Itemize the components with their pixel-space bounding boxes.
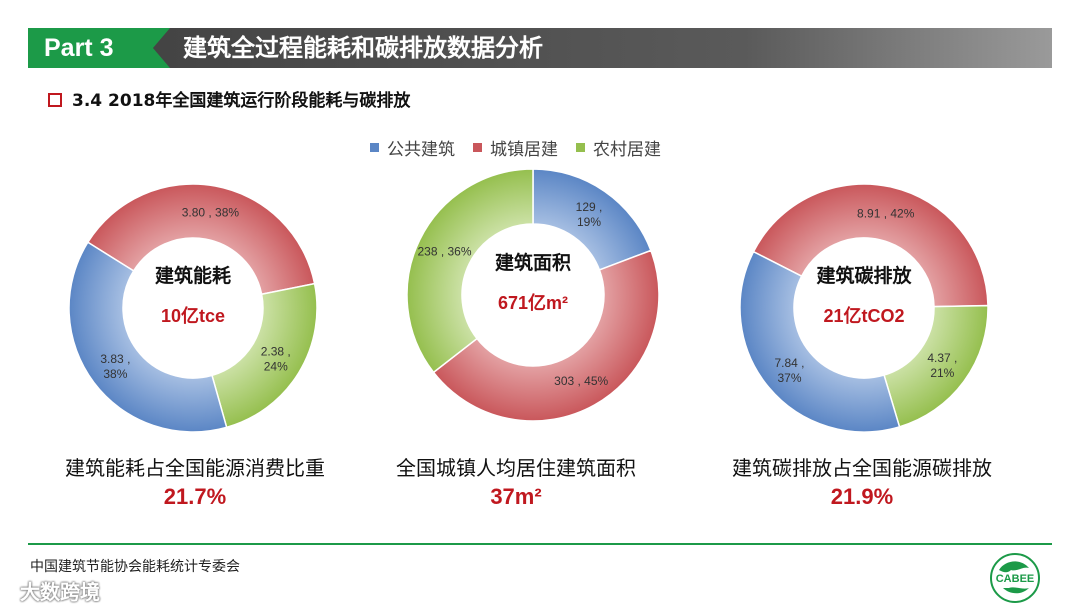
section-title: 3.4 2018年全国建筑运行阶段能耗与碳排放 (72, 91, 411, 111)
caption-value-area: 37m² (490, 484, 542, 509)
footer-divider (28, 543, 1052, 545)
footer-organization: 中国建筑节能协会能耗统计专委会 (30, 559, 240, 575)
chart-legend: 公共建筑 城镇居建 农村居建 (370, 135, 661, 160)
donut-center-title: 建筑面积 (495, 251, 571, 274)
caption-area: 全国城镇人均居住建筑面积 (396, 456, 636, 480)
cabee-logo: CABEE (990, 553, 1040, 603)
slice-label: 3.80 , 38% (182, 206, 240, 220)
slice-label: 2.38 , 24% (261, 345, 291, 374)
legend-swatch-urban (473, 142, 482, 152)
logo-continent2-icon (1003, 587, 1029, 594)
legend-label-urban: 城镇居建 (490, 139, 558, 160)
logo-text: CABEE (996, 573, 1035, 585)
caption-value-energy: 21.7% (163, 484, 227, 509)
donut-slice (211, 282, 318, 429)
caption-carbon: 建筑碳排放占全国能源碳排放 (732, 456, 992, 480)
slice-label: 4.37 , 21% (927, 351, 957, 380)
donut-center-value: 671亿m² (498, 292, 568, 313)
slice-label: 303 , 45% (554, 374, 608, 388)
donut-slice (86, 183, 316, 296)
donut-slice (752, 183, 989, 308)
legend-swatch-rural (576, 142, 585, 152)
donut-center-value: 10亿tce (161, 305, 225, 326)
donut-slice (739, 250, 901, 433)
part-badge (28, 28, 170, 68)
slice-label: 7.84 , 37% (774, 356, 804, 385)
donut-slice (68, 241, 228, 433)
part-label: Part 3 (44, 34, 114, 62)
slice-label: 129 , 19% (576, 200, 603, 229)
caption-value-carbon: 21.9% (830, 484, 894, 509)
donut-center-title: 建筑能耗 (155, 264, 231, 287)
slice-label: 3.83 , 38% (100, 352, 130, 381)
legend-swatch-public (370, 142, 379, 152)
legend-item-urban: 城镇居建 (473, 135, 558, 160)
legend-item-rural: 农村居建 (576, 135, 661, 160)
square-bullet-icon (48, 93, 62, 107)
donut-slice (432, 249, 660, 422)
donut-center-value: 21亿tCO2 (823, 305, 904, 326)
legend-label-public: 公共建筑 (387, 139, 455, 160)
caption-energy: 建筑能耗占全国能源消费比重 (65, 456, 325, 480)
slice-label: 8.91 , 42% (857, 206, 915, 220)
donut-center-title: 建筑碳排放 (816, 264, 912, 287)
watermark-text: 大数跨境 (20, 580, 100, 604)
header-bar (28, 28, 1052, 68)
slice-label: 238 , 36% (417, 245, 471, 259)
page-title: 建筑全过程能耗和碳排放数据分析 (183, 34, 543, 62)
logo-continent-icon (999, 561, 1029, 573)
legend-label-rural: 农村居建 (593, 139, 661, 160)
legend-item-public: 公共建筑 (370, 135, 455, 160)
donut-slice (406, 168, 534, 374)
